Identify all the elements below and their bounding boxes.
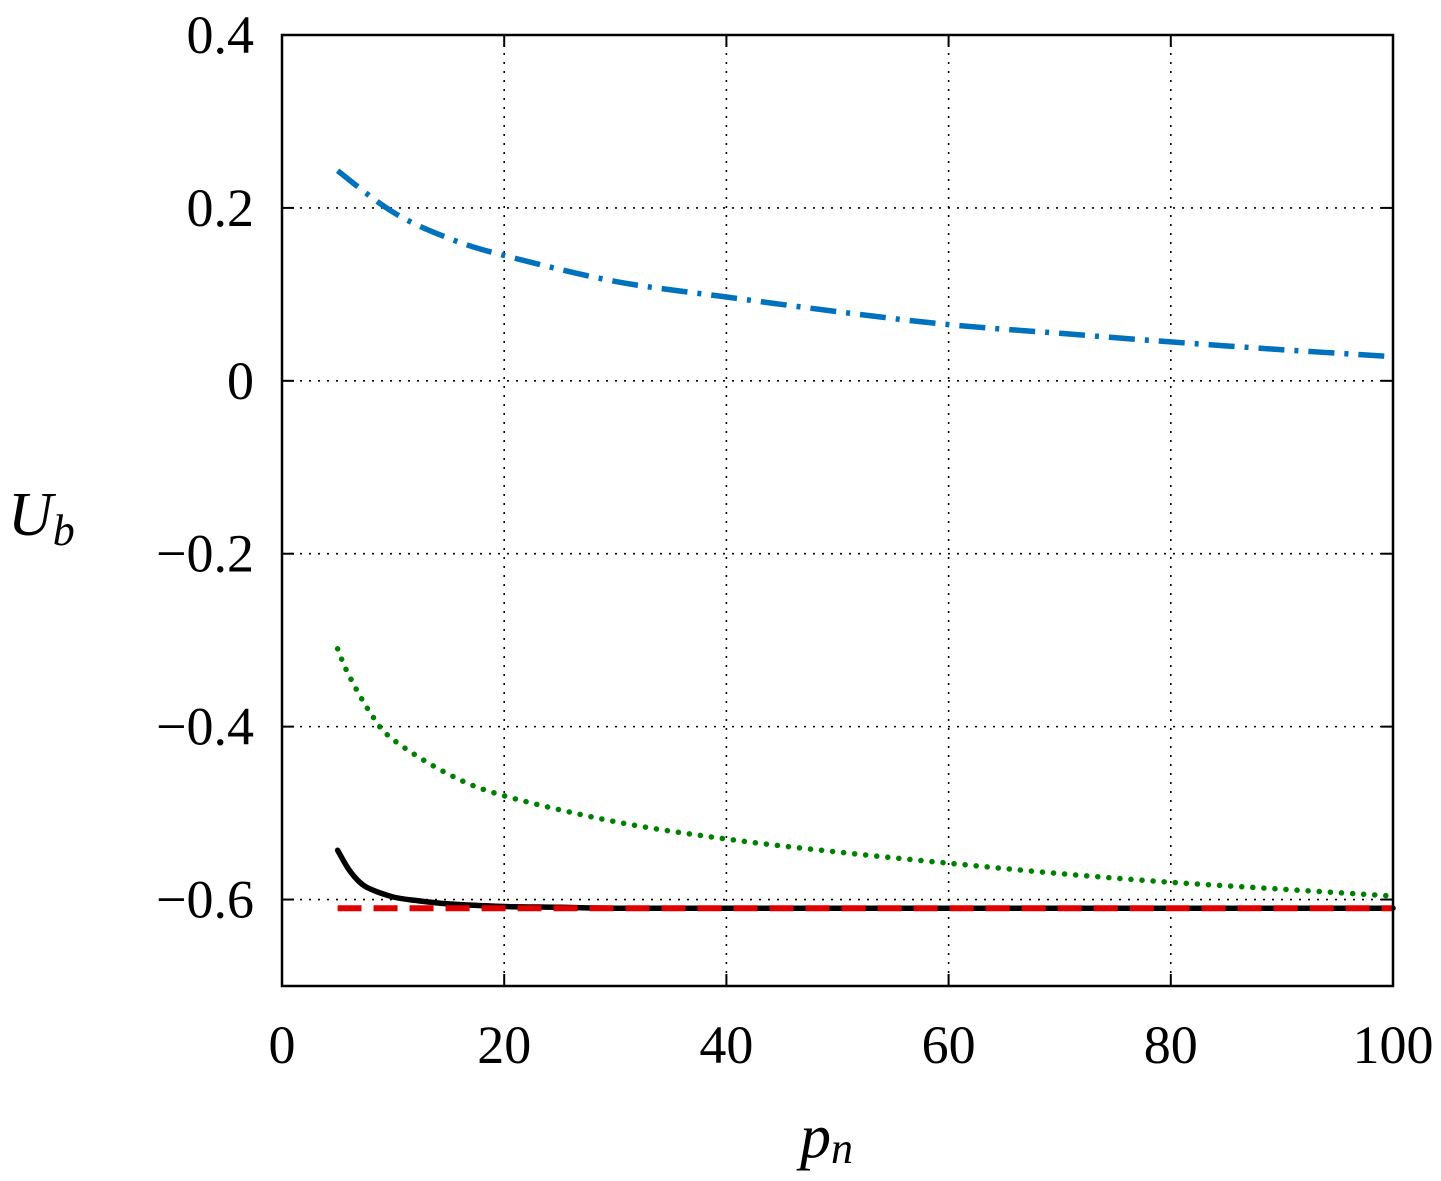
series-group bbox=[334, 168, 1396, 912]
series-line-solid bbox=[334, 847, 1396, 911]
y-tick-label: 0.2 bbox=[187, 178, 255, 238]
series-line-dotted bbox=[334, 646, 1396, 899]
x-tick-label: 80 bbox=[1144, 1015, 1198, 1075]
x-tick-label: 40 bbox=[699, 1015, 753, 1075]
x-tick-label: 0 bbox=[269, 1015, 296, 1075]
y-tick-label: 0 bbox=[227, 351, 254, 411]
grid-lines bbox=[282, 35, 1393, 986]
y-tick-labels: 0.4 0.2 0 −0.2 −0.4 −0.6 bbox=[156, 5, 254, 930]
y-tick-label: −0.2 bbox=[156, 524, 254, 584]
series-line-dashdot bbox=[335, 168, 1394, 360]
x-tick-labels: 0 20 40 60 80 100 bbox=[269, 1015, 1434, 1075]
y-tick-label: 0.4 bbox=[187, 5, 255, 65]
x-tick-label: 60 bbox=[922, 1015, 976, 1075]
y-tick-label: −0.6 bbox=[156, 870, 254, 930]
plot-frame bbox=[280, 33, 1395, 988]
x-axis-title: pn bbox=[796, 1103, 853, 1173]
y-axis-title: Ub bbox=[8, 481, 75, 555]
x-tick-label: 100 bbox=[1353, 1015, 1434, 1075]
axis-ticks bbox=[281, 34, 1394, 986]
x-tick-label: 20 bbox=[477, 1015, 531, 1075]
y-tick-label: −0.4 bbox=[156, 697, 254, 757]
